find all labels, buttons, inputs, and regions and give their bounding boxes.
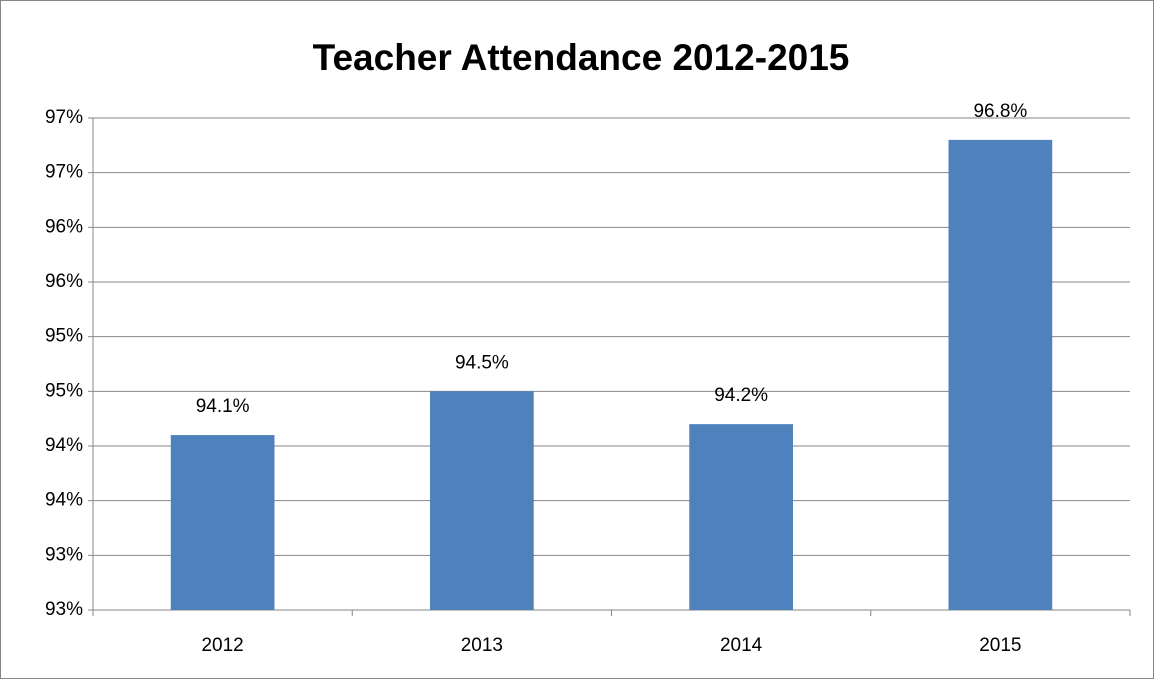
x-tick-label: 2014 (720, 635, 763, 656)
bar (948, 139, 1053, 610)
bar (689, 424, 793, 610)
y-tick-label: 97% (45, 162, 83, 183)
y-tick-label: 94% (45, 435, 83, 456)
y-tick-label: 95% (45, 380, 83, 401)
x-tick-label: 2012 (201, 635, 243, 656)
y-tick-label: 93% (45, 599, 83, 620)
bar (170, 435, 275, 610)
data-label: 96.8% (973, 101, 1027, 122)
data-label: 94.1% (196, 396, 250, 417)
chart-title: Teacher Attendance 2012-2015 (313, 37, 850, 78)
bar (430, 391, 534, 610)
y-tick-label: 97% (45, 107, 83, 128)
y-tick-label: 96% (45, 271, 83, 292)
data-label: 94.5% (455, 352, 509, 373)
data-label: 94.2% (714, 385, 768, 406)
x-tick-label: 2013 (461, 635, 503, 656)
y-tick-label: 93% (45, 544, 83, 565)
x-tick-label: 2015 (979, 635, 1021, 656)
y-tick-label: 94% (45, 490, 83, 511)
y-tick-label: 96% (45, 216, 83, 237)
y-tick-label: 95% (45, 326, 83, 347)
